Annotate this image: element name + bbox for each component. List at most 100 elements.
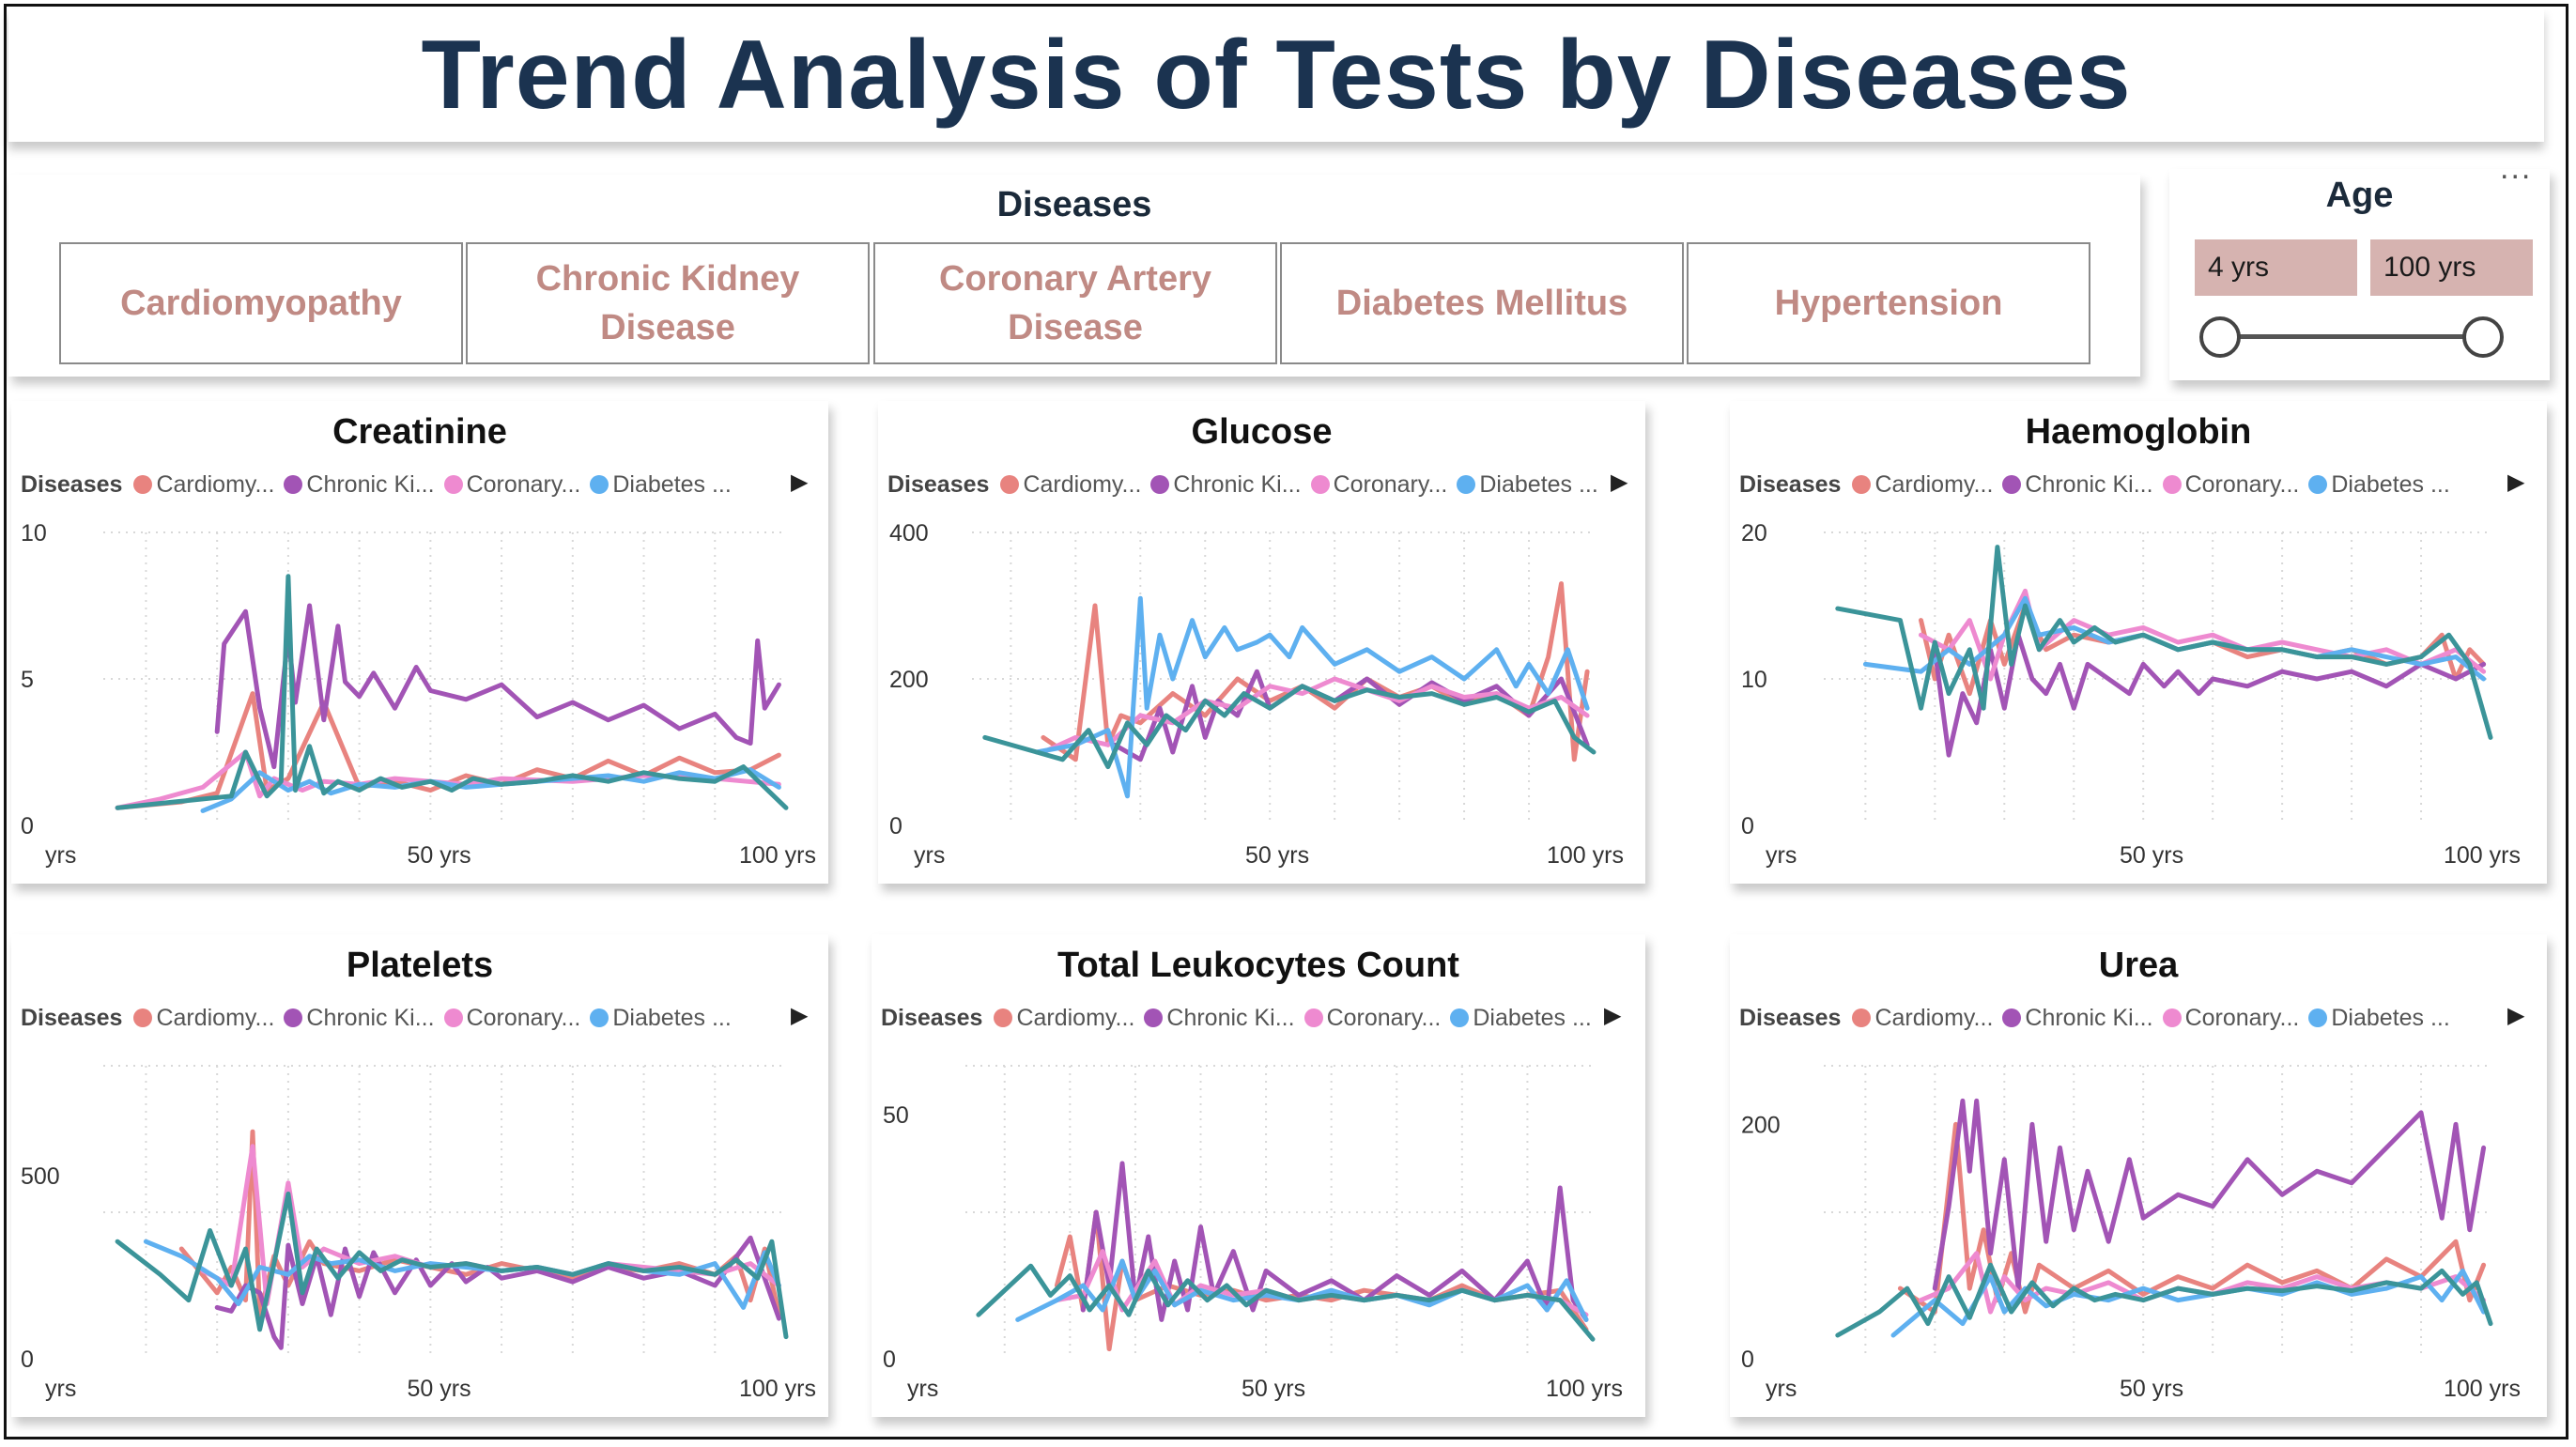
age-slider-min-handle[interactable]	[2199, 316, 2241, 358]
legend-label: Diabetes ...	[2331, 1004, 2450, 1031]
series-line-hypertension[interactable]	[115, 574, 789, 810]
series-line-chronic-kidney-disease[interactable]	[1932, 632, 2487, 758]
legend-next-arrow-icon[interactable]: ▶	[2507, 470, 2525, 495]
series-line-hypertension[interactable]	[1835, 545, 2493, 740]
age-min-input[interactable]: 4 yrs	[2195, 239, 2357, 296]
series-line-diabetes-mellitus[interactable]	[1890, 1268, 2487, 1338]
legend-dot-icon	[1457, 475, 1476, 494]
legend-next-arrow-icon[interactable]: ▶	[1604, 1003, 1622, 1028]
legend-item[interactable]: Cardiomy...	[1000, 471, 1141, 499]
series-line-hypertension[interactable]	[982, 684, 1597, 770]
legend-dot-icon	[1852, 1008, 1872, 1027]
legend-item[interactable]: Coronary...	[2162, 1004, 2300, 1032]
series-line-coronary-artery-disease[interactable]	[1919, 1251, 2487, 1315]
legend-item[interactable]: Coronary...	[1303, 1005, 1441, 1032]
series-line-diabetes-mellitus[interactable]	[200, 767, 781, 813]
legend-item[interactable]: Chronic Ki...	[284, 1005, 435, 1032]
chart-panel-haemoglobin: Haemoglobin Diseases Cardiomy... Chronic Ki…	[1730, 401, 2547, 884]
y-tick-label: 200	[889, 667, 929, 693]
legend-item[interactable]: Chronic Ki...	[2002, 470, 2153, 499]
series-line-cardiomyopathy[interactable]	[115, 691, 781, 810]
series-line-chronic-kidney-disease[interactable]	[1932, 1098, 2487, 1291]
legend-item[interactable]: Cardiomy...	[994, 1005, 1134, 1032]
legend-item[interactable]: Diabetes ...	[1450, 1004, 1592, 1032]
disease-button-coronary-artery-disease[interactable]: Coronary Artery Disease	[873, 242, 1277, 364]
legend-label: Coronary...	[2184, 1004, 2300, 1031]
age-slider-track[interactable]	[2226, 334, 2486, 339]
series-line-cardiomyopathy[interactable]	[178, 1129, 781, 1317]
x-tick-label: 50 yrs	[1242, 1376, 1305, 1402]
more-options-icon[interactable]: ...	[2500, 150, 2533, 186]
series-line-coronary-artery-disease[interactable]	[200, 1144, 781, 1306]
legend-dot-icon	[2162, 475, 2182, 494]
legend-next-arrow-icon[interactable]: ▶	[791, 1003, 809, 1028]
legend-dot-icon	[590, 475, 609, 494]
legend-item[interactable]: Cardiomy...	[1852, 471, 1993, 499]
age-slider-max-handle[interactable]	[2462, 316, 2504, 358]
legend-next-arrow-icon[interactable]: ▶	[791, 470, 809, 495]
legend-label: Chronic Ki...	[1173, 470, 1302, 498]
legend-next-arrow-icon[interactable]: ▶	[2507, 1003, 2525, 1028]
x-tick-label: yrs	[1766, 1376, 1797, 1402]
disease-button-diabetes-mellitus[interactable]: Diabetes Mellitus	[1280, 242, 1684, 364]
legend-item[interactable]: Diabetes ...	[590, 471, 732, 499]
legend-label: Diabetes ...	[612, 1004, 732, 1031]
series-line-cardiomyopathy[interactable]	[1919, 603, 2487, 697]
page-title: Trend Analysis of Tests by Diseases	[421, 20, 2132, 130]
series-line-chronic-kidney-disease[interactable]	[1080, 1161, 1589, 1322]
disease-button-hypertension[interactable]: Hypertension	[1687, 242, 2090, 364]
series-line-hypertension[interactable]	[1835, 1262, 2493, 1338]
series-line-diabetes-mellitus[interactable]	[143, 1239, 781, 1310]
legend-item[interactable]: Coronary...	[443, 1005, 580, 1032]
disease-button-chronic-kidney-disease[interactable]: Chronic Kidney Disease	[466, 242, 870, 364]
series-line-cardiomyopathy[interactable]	[1041, 581, 1590, 762]
chart-legend: Diseases Cardiomy... Chronic Ki... Coronary…	[21, 469, 741, 500]
legend-item[interactable]: Coronary...	[443, 470, 581, 499]
age-max-input[interactable]: 100 yrs	[2370, 239, 2533, 296]
legend-title: Diseases	[887, 470, 990, 498]
chart-panel-creatinine: Creatinine Diseases Cardiomy... Chronic Ki.…	[11, 401, 828, 884]
series-line-chronic-kidney-disease[interactable]	[1112, 669, 1590, 762]
series-line-hypertension[interactable]	[115, 1192, 789, 1340]
series-line-cardiomyopathy[interactable]	[1054, 1209, 1589, 1352]
series-line-coronary-artery-disease[interactable]	[1041, 676, 1590, 755]
legend-label: Cardiomy...	[1016, 1004, 1135, 1031]
series-line-cardiomyopathy[interactable]	[1897, 1121, 2487, 1315]
legend-label: Diabetes ...	[1473, 1004, 1592, 1031]
x-tick-label: 100 yrs	[1546, 1376, 1623, 1402]
series-line-coronary-artery-disease[interactable]	[115, 749, 781, 810]
disease-button-cardiomyopathy[interactable]: Cardiomyopathy	[59, 242, 463, 364]
legend-dot-icon	[2002, 1008, 2022, 1027]
legend-item[interactable]: Cardiomy...	[133, 1005, 274, 1032]
legend-dot-icon	[443, 1008, 463, 1027]
x-tick-label: 100 yrs	[739, 842, 816, 869]
legend-item[interactable]: Diabetes ...	[2308, 1004, 2450, 1032]
chart-legend: Diseases Cardiomy... Chronic Ki... Coronary…	[1739, 469, 2460, 500]
legend-item[interactable]: Cardiomy...	[1852, 1005, 1993, 1032]
series-line-diabetes-mellitus[interactable]	[1862, 595, 2487, 682]
legend-item[interactable]: Cardiomy...	[133, 471, 274, 499]
chart-title: Urea	[2098, 946, 2179, 985]
series-line-coronary-artery-disease[interactable]	[1054, 1249, 1589, 1317]
legend-item[interactable]: Chronic Ki...	[1144, 1005, 1295, 1032]
legend-item[interactable]: Coronary...	[1310, 471, 1447, 499]
legend-label: Chronic Ki...	[2025, 470, 2153, 498]
legend-item[interactable]: Diabetes ...	[1457, 471, 1598, 499]
legend-item[interactable]: Coronary...	[2162, 471, 2299, 499]
series-line-coronary-artery-disease[interactable]	[1919, 588, 2487, 682]
chart-panel-urea: Urea Diseases Cardiomy... Chronic Ki... Coro…	[1730, 934, 2547, 1417]
legend-item[interactable]: Diabetes ...	[2308, 471, 2450, 499]
legend-item[interactable]: Chronic Ki...	[284, 471, 435, 499]
legend-item[interactable]: Chronic Ki...	[1150, 470, 1302, 499]
legend-item[interactable]: Chronic Ki...	[2002, 1005, 2153, 1032]
legend-item[interactable]: Diabetes ...	[590, 1004, 732, 1032]
legend-next-arrow-icon[interactable]: ▶	[1611, 470, 1628, 495]
series-line-diabetes-mellitus[interactable]	[1015, 1258, 1589, 1322]
series-line-chronic-kidney-disease[interactable]	[214, 603, 781, 770]
legend-label: Coronary...	[466, 470, 581, 498]
legend-label: Cardiomy...	[1023, 470, 1142, 498]
series-line-hypertension[interactable]	[976, 1263, 1596, 1342]
series-line-chronic-kidney-disease[interactable]	[214, 1235, 781, 1350]
legend-dot-icon	[443, 475, 463, 494]
series-line-diabetes-mellitus[interactable]	[1034, 595, 1590, 799]
